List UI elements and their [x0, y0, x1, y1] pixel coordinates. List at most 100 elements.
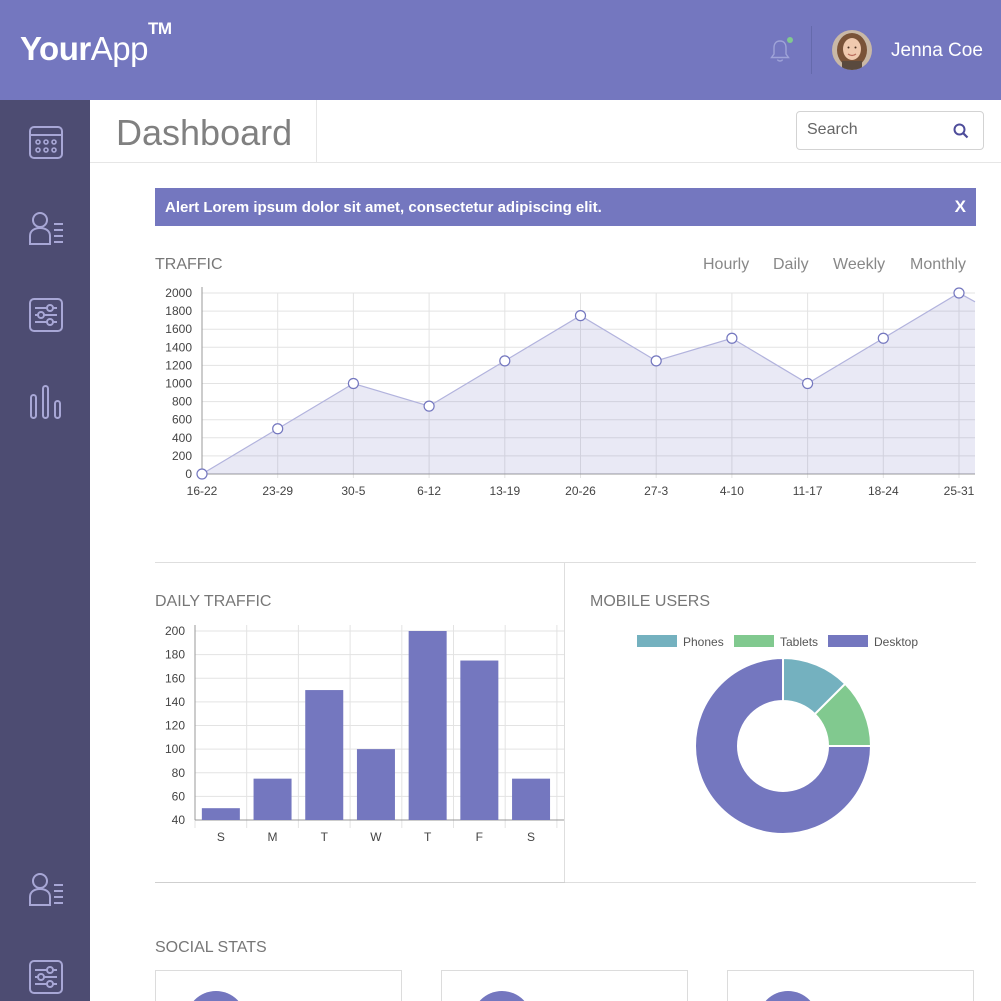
alert-close-button[interactable]: X [954, 197, 966, 216]
page-title-box: Dashboard [90, 100, 317, 163]
y-tick-label: 1600 [165, 322, 192, 336]
avatar[interactable] [832, 30, 872, 70]
x-tick-label: 20-26 [565, 484, 596, 498]
legend-label-phones: Phones [683, 635, 724, 649]
y-tick-label: 1000 [165, 377, 192, 391]
bar [512, 778, 551, 820]
data-point [953, 287, 965, 299]
user-name[interactable]: Jenna Coe [891, 40, 983, 61]
app-logo[interactable]: YourAppTM [20, 19, 172, 68]
bar-chart-icon[interactable] [27, 383, 65, 421]
tab-monthly[interactable]: Monthly [910, 256, 967, 273]
social-icon-circle [186, 991, 246, 1001]
sliders-icon[interactable] [27, 296, 65, 334]
bar [253, 778, 292, 820]
alert-text: Alert Lorem ipsum dolor sit amet, consec… [165, 199, 602, 216]
y-tick-label: 200 [172, 449, 192, 463]
y-tick-label: 160 [165, 671, 185, 685]
tab-daily[interactable]: Daily [773, 256, 809, 273]
legend-label-desktop: Desktop [874, 635, 919, 649]
x-tick-label: 4-10 [720, 484, 744, 498]
page-title: Dashboard [116, 112, 293, 153]
logo-thin: App [90, 30, 149, 67]
x-tick-label: T [424, 830, 432, 844]
x-tick-label: 11-17 [793, 484, 823, 498]
avatar-image [832, 30, 872, 70]
users-icon[interactable] [27, 871, 65, 909]
legend-label-tablets: Tablets [780, 635, 819, 649]
search-input[interactable] [807, 121, 947, 139]
x-tick-label: 16-22 [187, 484, 218, 498]
mobile-users-title: MOBILE USERS [590, 593, 711, 610]
section-divider [564, 562, 565, 883]
logo-bold: Your [20, 30, 91, 67]
y-tick-label: 400 [172, 431, 192, 445]
bar [201, 808, 240, 820]
data-point [347, 377, 359, 390]
section-divider [155, 562, 976, 563]
data-point [423, 400, 435, 412]
y-tick-label: 1800 [165, 304, 192, 318]
data-point [574, 310, 587, 322]
x-tick-label: 13-19 [489, 484, 520, 498]
y-tick-label: 40 [172, 813, 186, 827]
x-tick-label: M [268, 830, 278, 844]
data-point [272, 423, 284, 435]
users-icon[interactable] [27, 210, 65, 248]
title-bar-divider [317, 162, 1001, 163]
x-tick-label: T [321, 830, 329, 844]
traffic-area [202, 293, 975, 474]
data-point [196, 468, 208, 480]
social-icon-circle [758, 991, 818, 1001]
x-tick-label: 18-24 [868, 484, 899, 498]
search-icon[interactable] [952, 122, 970, 140]
daily-traffic-title: DAILY TRAFFIC [155, 593, 272, 610]
x-tick-label: F [476, 830, 483, 844]
x-tick-label: 23-29 [262, 484, 293, 498]
calendar-icon[interactable] [27, 123, 65, 161]
legend-swatch-phones [637, 635, 677, 647]
data-point [726, 332, 738, 344]
social-stat-card [727, 970, 974, 1001]
bar [460, 660, 499, 820]
logo-trademark: TM [147, 19, 172, 38]
y-tick-label: 1200 [165, 358, 192, 372]
social-stat-card [155, 970, 402, 1001]
x-tick-label: S [527, 830, 535, 844]
data-point [801, 377, 814, 390]
alert-banner: Alert Lorem ipsum dolor sit amet, consec… [155, 188, 976, 226]
traffic-title: TRAFFIC [155, 256, 223, 273]
social-icon-circle [472, 991, 532, 1001]
data-point [650, 355, 662, 367]
y-tick-label: 800 [172, 395, 192, 409]
x-tick-label: 25-31 [944, 484, 975, 498]
y-tick-label: 600 [172, 413, 192, 427]
social-stat-card [441, 970, 688, 1001]
x-tick-label: W [370, 830, 382, 844]
traffic-line [201, 292, 976, 475]
legend-swatch-desktop [828, 635, 868, 647]
bar [305, 690, 344, 820]
y-tick-label: 140 [165, 695, 185, 709]
sidebar [0, 100, 90, 1001]
tab-weekly[interactable]: Weekly [833, 256, 886, 273]
bell-icon[interactable] [768, 38, 792, 64]
header-divider [811, 26, 812, 74]
data-point [499, 355, 511, 367]
y-tick-label: 60 [172, 789, 186, 803]
y-tick-label: 1400 [165, 340, 192, 354]
y-tick-label: 120 [165, 719, 185, 733]
y-tick-label: 2000 [165, 286, 192, 300]
sliders-icon[interactable] [27, 958, 65, 996]
x-tick-label: 30-5 [341, 484, 365, 498]
y-tick-label: 100 [165, 742, 185, 756]
x-tick-label: 6-12 [417, 484, 441, 498]
tab-hourly[interactable]: Hourly [703, 256, 750, 273]
x-tick-label: S [217, 830, 225, 844]
pie-slice [694, 656, 873, 835]
y-tick-label: 200 [165, 624, 185, 638]
notification-dot [787, 37, 793, 43]
data-point [877, 332, 889, 344]
section-divider [565, 882, 976, 883]
